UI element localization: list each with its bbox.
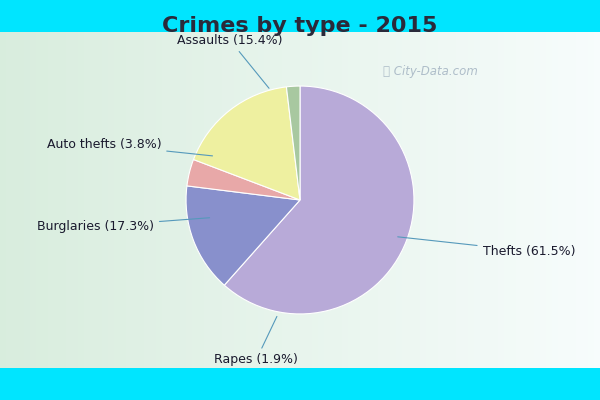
Wedge shape <box>186 186 300 285</box>
Text: Burglaries (17.3%): Burglaries (17.3%) <box>37 218 209 233</box>
Wedge shape <box>193 87 300 200</box>
Text: Rapes (1.9%): Rapes (1.9%) <box>214 316 298 366</box>
Text: Assaults (15.4%): Assaults (15.4%) <box>177 34 283 88</box>
Wedge shape <box>286 86 300 200</box>
Wedge shape <box>224 86 414 314</box>
Text: ⓘ City-Data.com: ⓘ City-Data.com <box>383 65 478 78</box>
Text: Auto thefts (3.8%): Auto thefts (3.8%) <box>47 138 212 156</box>
Text: Crimes by type - 2015: Crimes by type - 2015 <box>163 16 437 36</box>
Text: Thefts (61.5%): Thefts (61.5%) <box>398 237 575 258</box>
Wedge shape <box>187 160 300 200</box>
